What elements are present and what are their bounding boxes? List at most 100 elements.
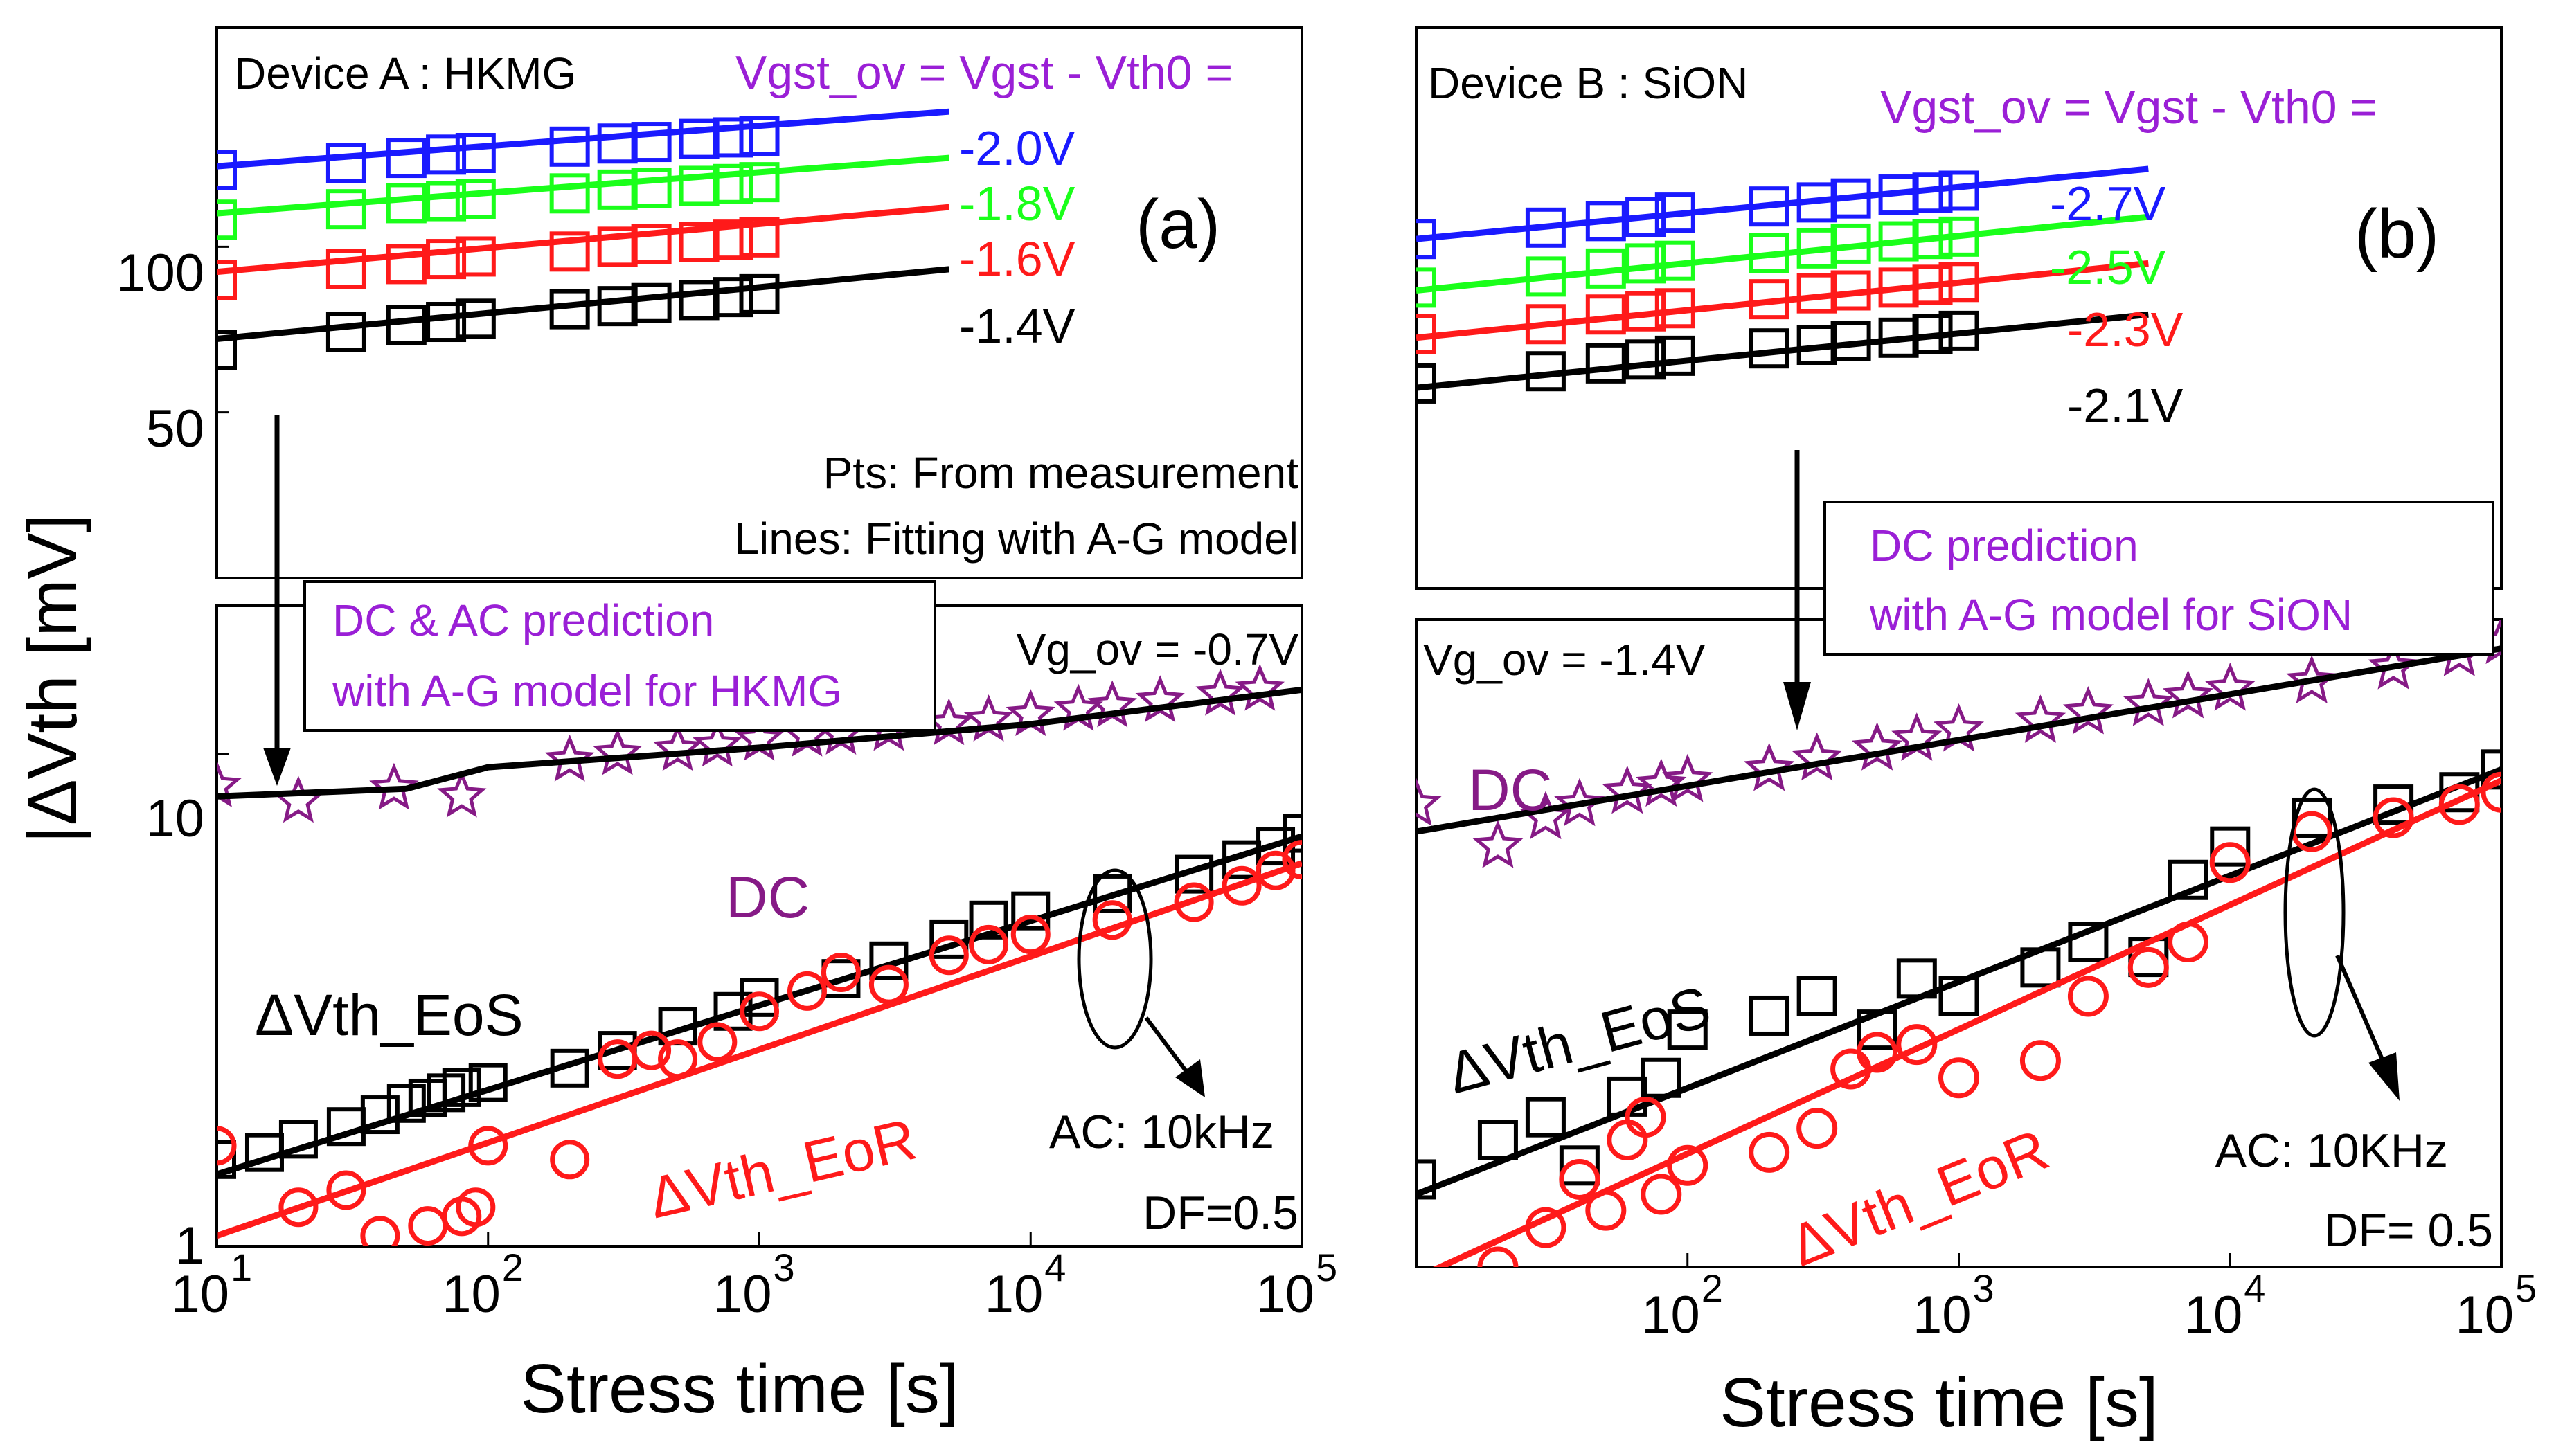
panel-a-top-square-marker (713, 163, 753, 204)
panel-b-series-label-2: -2.5V (2050, 240, 2166, 294)
panel-a-bottom-square-marker (278, 1120, 318, 1159)
panel-a-bottom-circle-marker (929, 935, 969, 976)
panel-b-ac-ellipse (2283, 787, 2346, 1038)
panel-a-ytick-100: 100 (116, 244, 204, 303)
panel-a-bottom-circle-marker (1010, 915, 1051, 955)
panel-a-bottom-circle-marker (740, 991, 779, 1032)
panel-a-bottom-circle-marker (632, 1030, 672, 1070)
panel-b-bottom-xtick-exponent: 4 (2244, 1266, 2265, 1310)
panel-a-top-square-marker (597, 286, 638, 327)
panel-b-bottom-star-marker (1554, 778, 1605, 827)
panel-b-bottom-xtick-label: 10 (1641, 1286, 1700, 1345)
panel-b-bottom-star-marker (2368, 641, 2419, 690)
panel-b-bottom-circle-marker (1477, 1246, 1519, 1267)
panel-a-bottom-star-marker (593, 728, 643, 775)
panel-b-bottom-circle-marker (1641, 1174, 1682, 1215)
panel-a-ac-ellipse (1077, 868, 1153, 1050)
panel-a-bottom-star-marker (437, 770, 487, 818)
panel-a-top-square-marker (739, 273, 780, 314)
panel-b-top-plot (1416, 165, 2149, 404)
panel-b-bottom-star-marker (1791, 732, 1843, 781)
panel-a-top-square-marker (713, 219, 753, 260)
panel-b-top-fit-line (1416, 260, 2149, 341)
panel-a-top-square-marker (631, 224, 672, 264)
panel-a-top-square-marker (217, 330, 237, 370)
panel-b-bottom-star-marker (1743, 742, 1795, 791)
panel-a-bottom-star-marker (369, 762, 419, 810)
panel-a-top-frame (215, 26, 1303, 579)
panel-b-bottom-square-marker (1749, 995, 1789, 1036)
panel-b-bottom-circle-marker (2127, 946, 2169, 988)
panel-b-ac-note-1: AC: 10KHz (2215, 1124, 2448, 1177)
panel-a-bottom-xtick-exponent: 3 (774, 1246, 795, 1289)
panel-b-bottom-circle-marker (2067, 976, 2109, 1017)
panel-b-bottom-circle-marker (2438, 784, 2480, 825)
panel-a-top-square-marker (549, 231, 590, 272)
panel-a-bottom-square-marker (442, 1068, 481, 1107)
panel-a-bottom-xtick-label: 10 (1256, 1265, 1314, 1324)
panel-a-top-square-marker (679, 165, 720, 206)
panel-a-bottom-xtick-exponent: 1 (231, 1246, 252, 1289)
panel-b-bottom-star-marker (1662, 753, 1713, 802)
panel-b-bottom-star-marker (2286, 655, 2337, 703)
panel-a-bottom-square-marker (1283, 814, 1302, 853)
panel-a-bottom-star-marker (1235, 663, 1285, 711)
panel-b-ac-arrow-shaft (2335, 954, 2384, 1061)
panel-a-bottom-xtick-exponent: 2 (502, 1246, 524, 1289)
panel-a-top-fit-line (217, 154, 949, 217)
panel-b-series-label-1: -2.7V (2050, 177, 2166, 231)
panel-b-bottom-fit-line (1416, 766, 2501, 1198)
panel-b-top-square-marker (1654, 335, 1695, 376)
panel-b-bottom-circle-marker (1857, 1032, 1898, 1073)
panel-a-top-square-marker (597, 123, 638, 164)
panel-a-top-square-marker (549, 126, 590, 167)
panel-a-bottom-circle-marker (1222, 865, 1262, 906)
panel-a-ytick-50: 50 (145, 399, 204, 458)
panel-b-top-fit-line (1416, 165, 2149, 242)
panel-b-bottom-fit-line (1416, 645, 2501, 835)
panel-a-bottom-fit-line (217, 860, 1302, 1239)
panel-a-bottom-circle-marker (697, 1022, 738, 1062)
panel-a-bottom-circle-marker (969, 924, 1009, 964)
panel-a-header: Vgst_ov = Vgst - Vth0 = (735, 46, 1233, 99)
panel-a-top-square-marker (325, 143, 366, 183)
panel-b-bottom-circle-marker (1625, 1097, 1666, 1138)
panel-b-dc-label: DC (1468, 757, 1552, 823)
panel-b-bottom-square-marker (2292, 797, 2332, 838)
panel-a-note-2: Lines: Fitting with A-G model (734, 514, 1298, 564)
panel-b-bottom-fit-line (1433, 778, 2501, 1267)
panel-a-bottom-circle-marker (821, 952, 861, 992)
panel-a-title: Device A : HKMG (234, 48, 576, 98)
panel-a-prediction-line-1: DC & AC prediction (332, 595, 714, 645)
panel-a-ytick-10: 10 (145, 789, 204, 848)
panel-a-top-square-marker (713, 277, 753, 318)
panel-a-top-square-marker (325, 189, 366, 230)
panel-a-top-square-marker (386, 138, 427, 179)
panel-a-top-square-marker (426, 239, 467, 280)
panel-b-bottom-star-marker (1416, 778, 1442, 827)
panel-b-bottom-square-marker (1667, 1009, 1708, 1050)
panel-a-bottom-star-marker (693, 719, 742, 767)
panel-a-arrow-head (263, 748, 291, 786)
panel-a-bottom-star-marker (545, 734, 595, 782)
panel-a-top-square-marker (739, 162, 780, 203)
panel-b-series-label-4: -2.1V (2067, 379, 2184, 433)
panel-b-top-square-marker (1585, 343, 1626, 384)
panel-a-top-square-marker (631, 168, 672, 208)
panel-b-prediction-line-2: with A-G model for SiON (1869, 590, 2352, 640)
panel-b-prediction-line-1: DC prediction (1870, 521, 2138, 570)
panel-a-note-1: Pts: From measurement (823, 448, 1299, 498)
panel-b-bottom-star-marker (1602, 765, 1653, 814)
panel-a-dc-label: DC (726, 865, 810, 930)
panel-b-top-square-marker (1625, 339, 1666, 380)
panel-a-bottom-star-marker (217, 760, 242, 807)
panel-a-bottom-square-marker (386, 1084, 426, 1123)
panel-b-bottom-square-marker (1477, 1120, 1518, 1160)
panel-a-bottom-circle-marker (1256, 850, 1296, 890)
panel-a-top-square-marker (455, 236, 496, 277)
panel-a-bottom-fit-line (217, 833, 1302, 1178)
panel-a-series-label-2: -1.8V (959, 177, 1075, 231)
panel-a-top-square-marker (549, 173, 590, 214)
panel-a-top-fit-line (217, 204, 949, 276)
panel-a-bottom-square-marker (217, 1140, 236, 1179)
